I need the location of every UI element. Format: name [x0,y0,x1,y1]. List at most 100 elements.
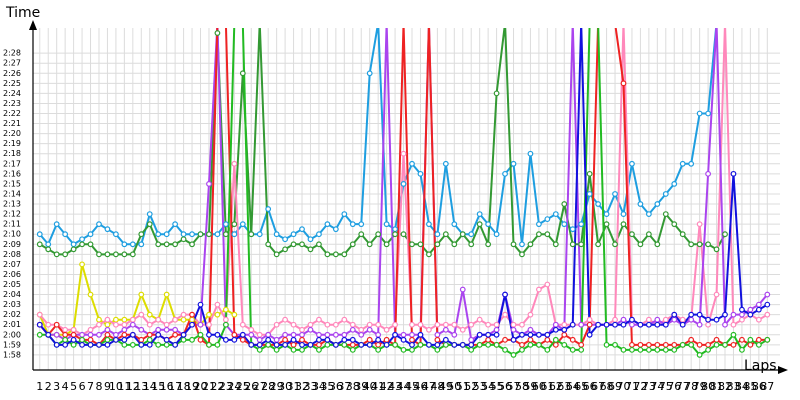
data-point [45,331,52,338]
x-tick-label: 54 [481,380,495,393]
data-point [427,21,432,26]
data-point [349,326,356,333]
data-point [172,316,179,323]
data-point [629,321,635,328]
data-point [561,326,568,333]
x-tick-label: 83 [726,380,740,393]
data-point [519,241,525,248]
data-point [620,80,627,87]
data-point [679,316,686,323]
data-point [442,341,449,348]
data-point [349,321,356,328]
data-point [493,341,500,348]
y-tick-label: 2:02 [3,310,21,319]
data-point [206,341,212,348]
x-tick-label: 20 [194,380,208,393]
y-tick-label: 2:09 [3,240,21,249]
data-point [747,311,754,318]
data-point [527,341,534,348]
data-point [70,246,77,253]
data-point [206,331,212,338]
data-point [730,170,737,177]
data-point [502,311,508,318]
x-tick-label: 8 [95,380,102,393]
data-point [307,326,314,333]
data-point [79,241,85,248]
x-tick-label: 31 [287,380,301,393]
x-tick-label: 1 [36,380,43,393]
data-point [713,336,720,343]
data-point [485,341,492,348]
data-point [53,251,60,258]
data-point [349,346,356,353]
data-point [569,336,576,343]
data-point [679,160,686,167]
data-point [87,231,94,238]
data-point [87,326,94,333]
x-tick-label: 63 [557,380,571,393]
data-point [688,311,695,318]
x-tick-label: 27 [253,380,267,393]
data-point [121,341,128,348]
data-point [510,241,517,248]
data-point [535,221,542,228]
data-point [696,321,703,328]
data-point [747,306,754,313]
x-tick-label: 55 [490,380,504,393]
x-tick-label: 53 [473,380,487,393]
x-tick-label: 19 [185,380,199,393]
data-point [239,321,246,328]
data-point [451,321,458,328]
data-point [307,341,314,348]
data-point [341,331,348,338]
data-point [696,110,703,117]
data-point [375,346,382,353]
data-point [224,21,229,26]
data-point [527,241,534,248]
data-point [70,326,77,333]
y-tick-label: 2:10 [3,230,21,239]
data-point [239,221,246,228]
data-point [121,321,128,328]
data-point [180,336,187,343]
y-tick-label: 2:04 [3,290,21,299]
x-tick-label: 43 [388,380,402,393]
x-tick-label: 46 [413,380,427,393]
data-point [104,341,111,348]
data-point [146,211,153,217]
data-point [739,346,745,353]
data-point [493,326,500,333]
data-point [587,21,592,26]
data-point [222,321,229,328]
data-point [662,316,669,323]
data-point [671,221,678,228]
data-point [671,341,678,348]
data-point [552,336,559,343]
data-point [265,336,272,343]
data-point [459,326,466,333]
data-point [451,341,458,348]
data-point [62,326,69,333]
data-point [87,341,94,348]
data-point [104,326,111,333]
x-tick-label: 59 [523,380,537,393]
data-point [392,341,398,348]
data-point [332,321,339,328]
x-tick-label: 36 [329,380,343,393]
data-point [569,226,576,233]
data-point [739,316,745,323]
data-point [36,321,43,328]
data-point [215,21,220,26]
x-tick-label: 35 [320,380,334,393]
x-tick-label: 58 [515,380,529,393]
x-tick-label: 80 [701,380,715,393]
x-tick-label: 68 [600,380,614,393]
data-point [392,226,398,233]
data-point [214,311,221,318]
data-point [544,336,551,343]
data-point [502,291,508,298]
data-point [358,331,365,338]
data-point [290,341,297,348]
data-point [434,341,441,348]
data-point [248,341,255,348]
